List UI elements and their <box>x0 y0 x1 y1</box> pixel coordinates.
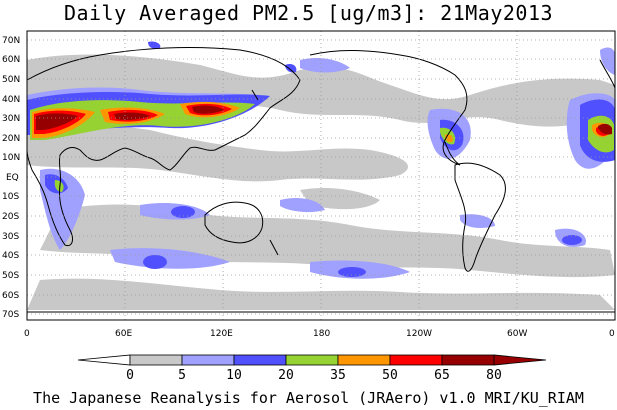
lat-label: 20N <box>2 134 20 144</box>
lat-label: 60S <box>2 291 19 301</box>
lat-label: 40S <box>2 251 19 261</box>
colorbar-labels: 0 5 10 20 35 50 65 80 <box>126 368 502 383</box>
colorbar-box <box>181 354 235 366</box>
colorbar-label: 80 <box>486 368 502 383</box>
colorbar-box <box>389 354 443 366</box>
colorbar-box <box>233 354 287 366</box>
colorbar-label: 35 <box>330 368 346 383</box>
lon-label: 0 <box>609 329 615 339</box>
colorbar-box <box>441 354 495 366</box>
lon-label: 180 <box>313 329 330 339</box>
footer-credit: The Japanese Reanalysis for Aerosol (JRA… <box>33 389 584 407</box>
colorbar-arrow-high <box>493 354 547 366</box>
colorbar-label: 10 <box>226 368 242 383</box>
lat-label: 30N <box>2 114 20 124</box>
lat-label: 20S <box>2 212 19 222</box>
colorbar-arrow-low <box>77 354 131 366</box>
lon-label: 60W <box>507 329 527 339</box>
lat-label: EQ <box>6 173 19 183</box>
lat-label: 40N <box>2 95 20 105</box>
plot-frame <box>26 30 616 321</box>
colorbar-label: 20 <box>278 368 294 383</box>
colorbar-box <box>285 354 339 366</box>
lat-label: 50S <box>2 271 19 281</box>
colorbar-box <box>129 354 183 366</box>
lat-label: 60N <box>2 55 20 65</box>
latitude-labels: 70N 60N 50N 40N 30N 20N 10N EQ 10S 20S 3… <box>2 36 20 320</box>
colorbar-label: 50 <box>382 368 398 383</box>
lat-label: 70S <box>2 310 19 320</box>
pm25-shading <box>27 41 615 310</box>
colorbar-box <box>337 354 391 366</box>
lat-label: 10N <box>2 153 20 163</box>
lon-label: 120E <box>210 329 233 339</box>
longitude-labels: 0 60E 120E 180 120W 60W 0 <box>24 329 615 339</box>
lon-label: 0 <box>24 329 30 339</box>
lon-label: 120W <box>406 329 432 339</box>
colorbar-boxes <box>77 354 547 366</box>
lat-lon-grid <box>27 31 615 320</box>
colorbar-label: 65 <box>434 368 450 383</box>
lat-label: 10S <box>2 192 19 202</box>
map-title: Daily Averaged PM2.5 [ug/m3]: 21May2013 <box>63 1 554 25</box>
colorbar-label: 5 <box>178 368 186 383</box>
lat-label: 70N <box>2 36 20 46</box>
colorbar-label: 0 <box>126 368 134 383</box>
lon-label: 60E <box>115 329 132 339</box>
lat-label: 50N <box>2 75 20 85</box>
lat-label: 30S <box>2 232 19 242</box>
